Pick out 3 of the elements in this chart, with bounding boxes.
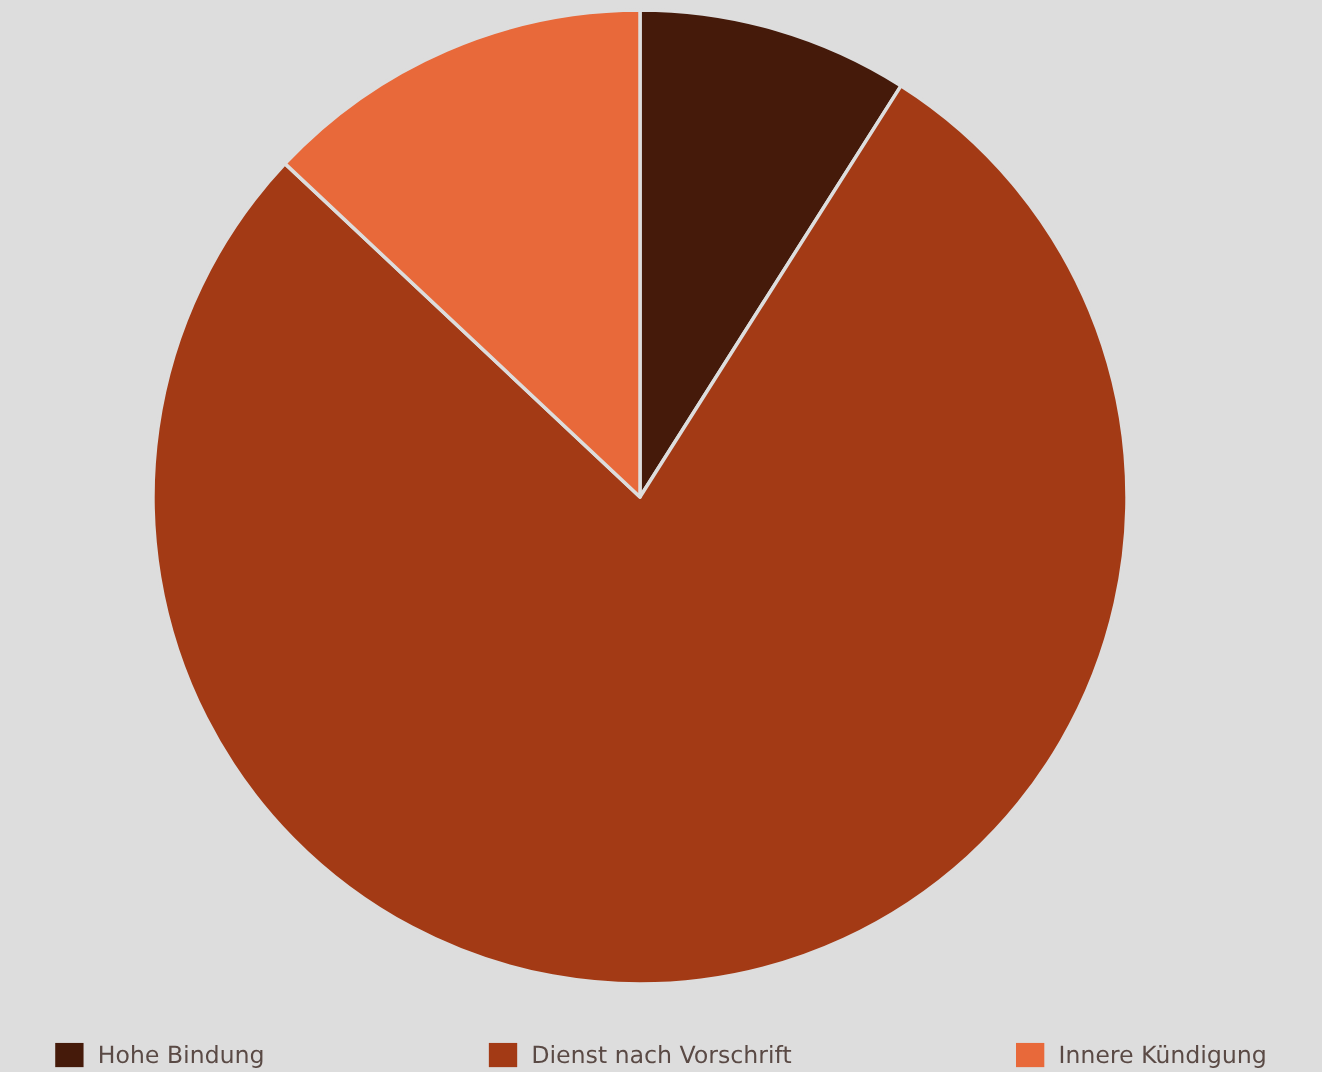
legend-label: Hohe Bindung bbox=[100, 1045, 263, 1068]
legend-label: Dienst nach Vorschrift bbox=[533, 1045, 792, 1064]
legend-label: Innere Kündigung bbox=[1060, 1045, 1265, 1068]
